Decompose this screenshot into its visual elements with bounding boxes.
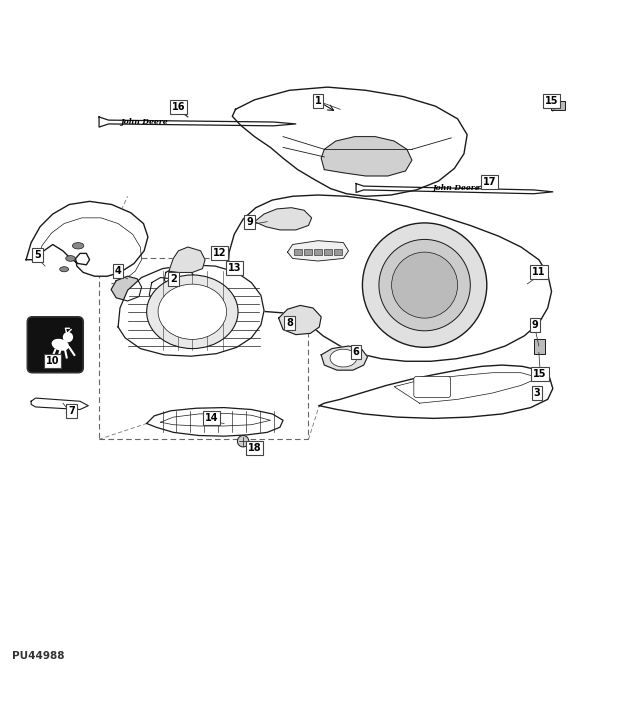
Text: 7: 7 <box>69 406 75 415</box>
Text: 17: 17 <box>483 177 496 187</box>
Ellipse shape <box>147 275 238 348</box>
Polygon shape <box>118 265 264 356</box>
Text: John Deere: John Deere <box>432 184 480 192</box>
Ellipse shape <box>158 284 226 339</box>
Text: 5: 5 <box>34 251 41 261</box>
Polygon shape <box>111 276 142 301</box>
Bar <box>304 249 312 256</box>
Polygon shape <box>169 247 205 272</box>
Circle shape <box>363 223 487 347</box>
Polygon shape <box>356 184 553 194</box>
Text: 3: 3 <box>534 388 541 398</box>
Circle shape <box>379 240 470 330</box>
Ellipse shape <box>60 266 69 271</box>
Polygon shape <box>26 202 148 276</box>
Ellipse shape <box>330 349 357 367</box>
Text: 16: 16 <box>172 102 185 112</box>
Text: 2: 2 <box>170 274 177 284</box>
Text: 12: 12 <box>213 248 226 258</box>
Text: 15: 15 <box>534 369 547 379</box>
Text: 18: 18 <box>248 443 261 453</box>
Circle shape <box>392 252 458 318</box>
Bar <box>335 249 342 256</box>
Polygon shape <box>232 87 467 197</box>
Text: 9: 9 <box>246 217 253 227</box>
Polygon shape <box>31 398 88 410</box>
Polygon shape <box>321 346 368 370</box>
Bar <box>294 249 301 256</box>
Text: 1: 1 <box>315 96 321 106</box>
Polygon shape <box>99 117 296 127</box>
Ellipse shape <box>73 243 84 249</box>
Polygon shape <box>254 207 312 230</box>
Text: 10: 10 <box>46 356 60 366</box>
Text: 11: 11 <box>532 267 546 277</box>
Bar <box>314 249 322 256</box>
Polygon shape <box>321 137 412 176</box>
Polygon shape <box>147 408 283 436</box>
Ellipse shape <box>66 256 75 261</box>
Text: 15: 15 <box>545 96 558 106</box>
Ellipse shape <box>52 339 69 351</box>
Text: 9: 9 <box>532 320 539 330</box>
Circle shape <box>64 333 73 341</box>
FancyBboxPatch shape <box>414 377 451 397</box>
FancyBboxPatch shape <box>27 317 83 373</box>
Polygon shape <box>287 240 349 261</box>
Text: 14: 14 <box>205 413 218 423</box>
Bar <box>324 249 332 256</box>
Polygon shape <box>165 266 194 290</box>
Text: 13: 13 <box>228 263 241 273</box>
Text: 6: 6 <box>353 347 359 357</box>
Text: John Deere: John Deere <box>120 118 168 126</box>
FancyBboxPatch shape <box>551 101 565 110</box>
Text: PU44988: PU44988 <box>12 652 65 662</box>
FancyBboxPatch shape <box>534 339 545 354</box>
Circle shape <box>237 436 249 447</box>
Polygon shape <box>319 365 553 418</box>
Text: 8: 8 <box>286 318 293 328</box>
Polygon shape <box>149 277 177 302</box>
Polygon shape <box>228 195 551 361</box>
Polygon shape <box>279 305 321 335</box>
Text: 4: 4 <box>114 266 121 276</box>
